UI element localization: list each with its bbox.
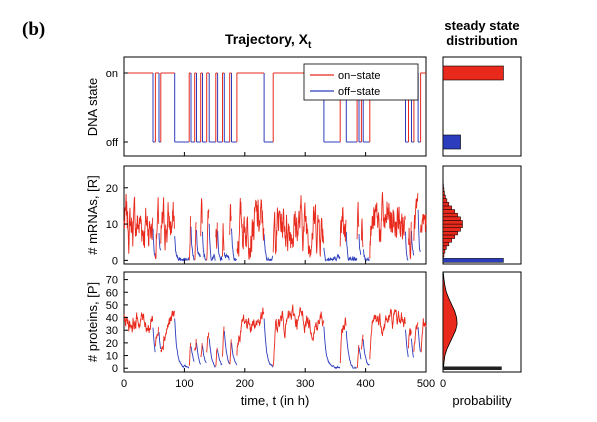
dna-offstate-series bbox=[152, 73, 421, 143]
protein-ytick-label: 0 bbox=[112, 363, 118, 375]
protein-ylabel: # proteins, [P] bbox=[85, 282, 100, 362]
legend-label-on: on−state bbox=[338, 70, 381, 82]
steady-state-title: steady state distribution bbox=[444, 18, 519, 48]
ss-dna-bar-on bbox=[442, 65, 504, 81]
ss-mrna-bar bbox=[442, 223, 463, 228]
ss-mrna-bar bbox=[442, 194, 446, 199]
ss-mrna-bar bbox=[442, 205, 453, 210]
ss-dna-axes-frame bbox=[442, 56, 522, 157]
mrna-onstate-series bbox=[123, 192, 427, 261]
legend-label-off: off−state bbox=[338, 86, 380, 98]
ss-mrna-bar bbox=[442, 212, 458, 218]
ss-mrna-bar bbox=[442, 198, 448, 203]
dna-ytick-label-on: on bbox=[106, 68, 118, 80]
ss-mrna-bar bbox=[442, 249, 446, 254]
protein-ytick-label: 60 bbox=[106, 287, 118, 299]
ss-mrna-bar bbox=[442, 231, 458, 236]
mrna-ytick-label: 20 bbox=[106, 183, 118, 195]
ss-zero-tick-label: 0 bbox=[440, 378, 446, 390]
ss-mrna-bar bbox=[442, 238, 453, 243]
mrna-ytick-label: 10 bbox=[106, 219, 118, 231]
protein-ytick-label: 70 bbox=[106, 275, 118, 287]
ss-mrna-bar-off bbox=[442, 258, 504, 263]
ss-mrna-bar bbox=[442, 191, 445, 196]
trajectory-title: Trajectory, Xt bbox=[225, 31, 312, 51]
ss-mrna-bar bbox=[442, 187, 445, 192]
time-xtick-label: 0 bbox=[121, 378, 127, 390]
mrna-ylabel: # mRNAs, [R] bbox=[85, 175, 100, 254]
ss-mrna-bar bbox=[442, 220, 463, 225]
protein-axes-frame bbox=[123, 271, 427, 373]
time-xtick-label: 300 bbox=[296, 378, 314, 390]
protein-ytick-label: 50 bbox=[106, 300, 118, 312]
protein-onstate-series bbox=[123, 304, 427, 369]
ss-mrna-bar bbox=[442, 202, 450, 207]
ss-mrna-bar bbox=[442, 241, 450, 247]
protein-ytick-label: 30 bbox=[106, 325, 118, 337]
ss-protein-bar-off bbox=[442, 366, 502, 370]
panel-label: (b) bbox=[22, 19, 45, 40]
dna-ytick-label-off: off bbox=[106, 137, 119, 149]
dna-legend: on−state off−state bbox=[303, 63, 419, 101]
mrna-offstate-series bbox=[152, 209, 421, 262]
protein-ytick-label: 40 bbox=[106, 313, 118, 325]
time-xlabel: time, t (in h) bbox=[241, 393, 310, 408]
mrna-ytick-label: 0 bbox=[112, 255, 118, 267]
protein-ytick-label: 20 bbox=[106, 338, 118, 350]
dna-ylabel: DNA state bbox=[85, 78, 100, 137]
legend-box bbox=[303, 63, 419, 101]
probability-xlabel: probability bbox=[452, 393, 512, 408]
ss-mrna-bar bbox=[442, 234, 455, 239]
time-xtick-label: 500 bbox=[417, 378, 435, 390]
ss-mrna-bar bbox=[442, 252, 445, 257]
ss-mrna-bar bbox=[442, 209, 455, 214]
dna-axes-frame bbox=[123, 56, 427, 157]
protein-ytick-label: 10 bbox=[106, 351, 118, 363]
ss-mrna-bar bbox=[442, 245, 447, 250]
ss-mrna-bar bbox=[442, 216, 461, 221]
protein-offstate-series bbox=[152, 318, 421, 370]
time-xtick-label: 200 bbox=[236, 378, 254, 390]
time-xtick-label: 400 bbox=[356, 378, 374, 390]
ss-dna-bar-off bbox=[442, 134, 461, 150]
time-xtick-label: 100 bbox=[175, 378, 193, 390]
ss-mrna-bar bbox=[442, 227, 461, 232]
ss-protein-density bbox=[442, 272, 458, 369]
